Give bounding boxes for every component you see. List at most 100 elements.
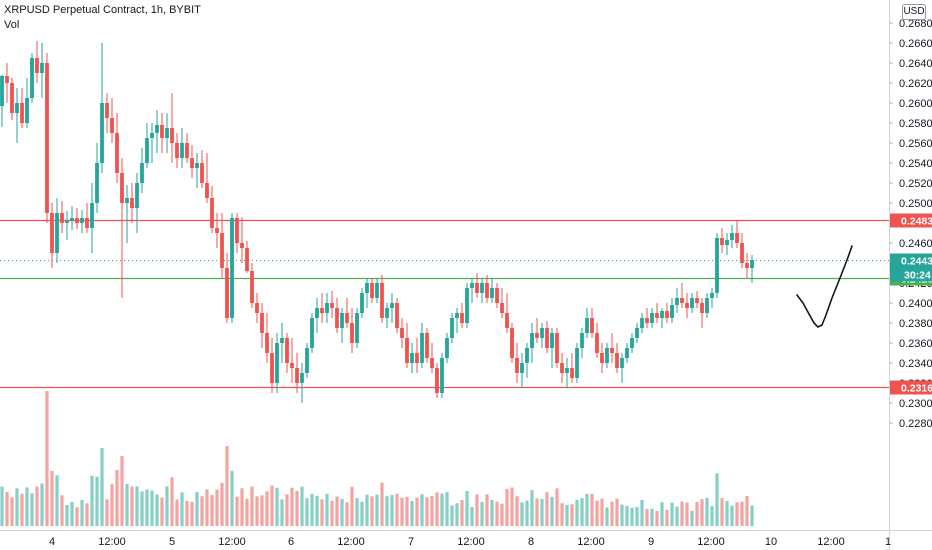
volume-bar: [280, 499, 284, 526]
volume-bar: [650, 508, 654, 526]
volume-bar: [360, 501, 364, 526]
candle-body: [375, 283, 379, 298]
candle-body: [420, 333, 424, 363]
candle-body: [670, 305, 674, 318]
candle-body: [185, 143, 189, 158]
candle-body: [115, 133, 119, 173]
candle-body: [455, 313, 459, 318]
volume-bar: [235, 496, 239, 526]
x-tick-label: 12:00: [218, 536, 246, 548]
volume-bar: [125, 483, 129, 526]
candle-body: [95, 163, 99, 203]
volume-bar: [510, 487, 514, 526]
volume-bar: [395, 493, 399, 526]
volume-bar: [575, 499, 579, 526]
candle-body: [560, 363, 564, 373]
candle-body: [10, 83, 14, 113]
volume-bar: [250, 486, 254, 526]
candle-body: [340, 313, 344, 328]
candle-body: [550, 333, 554, 348]
candle-body: [150, 133, 154, 138]
candle-body: [635, 328, 639, 338]
volume-bar: [555, 488, 559, 526]
candle-body: [245, 248, 249, 271]
candle-body: [415, 353, 419, 363]
candle-body: [170, 128, 174, 143]
volume-bar: [190, 501, 194, 526]
volume-bar: [585, 493, 589, 526]
candle-body: [350, 323, 354, 343]
candle-body: [30, 58, 34, 98]
candle-body: [605, 348, 609, 363]
volume-bar: [10, 497, 14, 526]
volume-bar: [195, 491, 199, 526]
candle-body: [20, 103, 24, 123]
candle-body: [140, 163, 144, 183]
drawn-projection-line[interactable]: [796, 245, 853, 328]
candle-body: [320, 308, 324, 313]
candle-body: [625, 348, 629, 358]
volume-bar: [175, 499, 179, 526]
plot-area[interactable]: [0, 0, 889, 530]
volume-bar: [715, 473, 719, 526]
candle-body: [280, 338, 284, 343]
volume-bar: [500, 503, 504, 526]
candle-body: [610, 348, 614, 353]
volume-bar: [485, 494, 489, 526]
candle-body: [70, 218, 74, 221]
candle-body: [725, 240, 729, 245]
candle-body: [555, 333, 559, 363]
candle-body: [55, 213, 59, 253]
volume-bar: [330, 500, 334, 526]
volume-bar: [560, 503, 564, 526]
y-tick-label: 0.2580: [899, 118, 932, 130]
volume-bar: [60, 495, 64, 526]
volume-bar: [215, 489, 219, 526]
y-tick-label: 0.2460: [899, 238, 932, 250]
candle-body: [425, 333, 429, 358]
candle-body: [225, 268, 229, 318]
candle-body: [655, 313, 659, 318]
price-level-tag: [890, 213, 932, 228]
volume-bar: [705, 497, 709, 526]
volume-bar: [700, 499, 704, 526]
volume-bar: [630, 507, 634, 526]
candle-body: [470, 283, 474, 288]
last-price-tag-label: 0.2443: [901, 256, 932, 268]
candle-body: [380, 283, 384, 318]
candle-body: [580, 333, 584, 348]
candle-body: [620, 358, 624, 368]
volume-bar: [635, 506, 639, 526]
y-tick-label: 0.2520: [899, 178, 932, 190]
volume-bar: [655, 510, 659, 526]
volume-bar: [260, 495, 264, 526]
volume-bar: [370, 496, 374, 526]
y-tick-label: 0.2540: [899, 158, 932, 170]
volume-bar: [5, 492, 9, 526]
candle-body: [590, 318, 594, 333]
volume-bar: [90, 475, 94, 526]
volume-bar: [135, 486, 139, 526]
candle-body: [80, 218, 84, 223]
volume-bar: [385, 496, 389, 526]
candle-body: [710, 293, 714, 298]
y-tick-label: 0.2560: [899, 138, 932, 150]
candle-body: [165, 128, 169, 138]
price-level-tag-label: 0.2483: [901, 216, 932, 228]
volume-bar: [65, 504, 69, 526]
candle-body: [220, 233, 224, 268]
candle-body: [125, 198, 129, 203]
y-tick-label: 0.2500: [899, 198, 932, 210]
candle-body: [105, 103, 109, 118]
volume-bar: [185, 500, 189, 526]
candle-body: [265, 333, 269, 353]
candle-body: [690, 298, 694, 308]
candle-body: [485, 283, 489, 298]
candle-body: [330, 303, 334, 308]
volume-bar: [155, 494, 159, 526]
volume-bar: [365, 494, 369, 526]
volume-bar: [670, 502, 674, 526]
candle-body: [650, 313, 654, 323]
currency-button[interactable]: USD: [902, 4, 926, 20]
